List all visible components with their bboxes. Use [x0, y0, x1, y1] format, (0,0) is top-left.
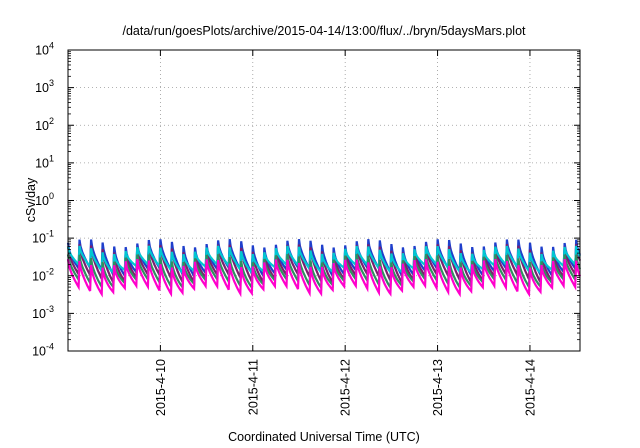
y-tick-label: 10-2 — [32, 266, 54, 283]
y-axis-label: cSv/day — [24, 177, 38, 222]
y-tick-exponent: 2 — [49, 116, 54, 126]
x-tick-label: 2015-4-10 — [154, 359, 168, 416]
y-tick-exponent: -3 — [46, 304, 54, 314]
x-tick-label: 2015-4-14 — [523, 359, 537, 416]
x-tick-label: 2015-4-13 — [431, 359, 445, 416]
x-axis-label: Coordinated Universal Time (UTC) — [228, 430, 420, 444]
x-tick-label: 2015-4-11 — [246, 359, 260, 415]
y-tick-label: 102 — [35, 116, 54, 133]
y-tick-exponent: 1 — [49, 153, 54, 163]
y-tick-exponent: 0 — [49, 191, 54, 201]
chart-title: /data/run/goesPlots/archive/2015-04-14/1… — [122, 24, 526, 38]
y-tick-exponent: -2 — [46, 266, 54, 276]
grid-lines — [68, 50, 580, 351]
y-tick-exponent: 3 — [49, 78, 54, 88]
data-series-layer — [66, 239, 582, 298]
y-tick-exponent: -4 — [46, 342, 54, 352]
y-tick-label: 104 — [35, 41, 54, 58]
y-tick-label: 10-4 — [32, 342, 54, 359]
x-tick-label: 2015-4-12 — [339, 359, 353, 416]
x-axis: 2015-4-10 2015-4-11 2015-4-12 2015-4-13 2015… — [154, 50, 537, 416]
y-tick-label: 101 — [35, 153, 54, 170]
y-tick-exponent: 4 — [49, 41, 54, 51]
y-tick-label: 10-3 — [32, 304, 54, 321]
y-tick-label: 10-1 — [32, 229, 54, 246]
series-line — [66, 259, 582, 298]
y-tick-exponent: -1 — [46, 229, 54, 239]
y-tick-label: 103 — [35, 78, 54, 95]
